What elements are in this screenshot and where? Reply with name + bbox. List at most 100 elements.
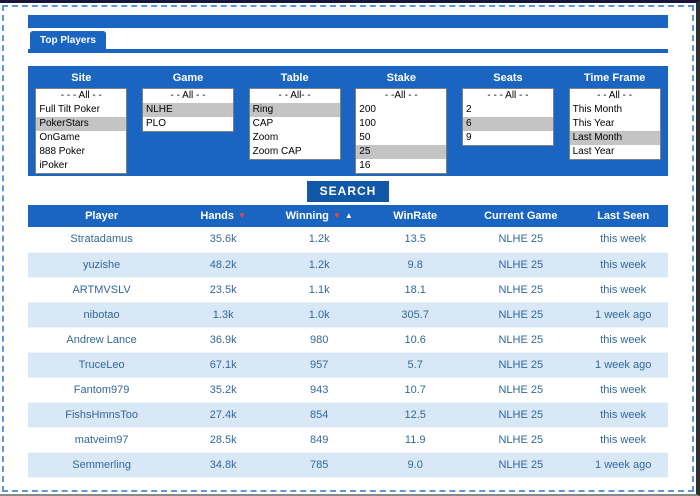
- table-row[interactable]: Andrew Lance 36.9k 980 10.6 NLHE 25 this week: [28, 327, 668, 353]
- player-name: Andrew Lance: [28, 327, 176, 353]
- listbox-option[interactable]: This Year: [572, 118, 615, 129]
- player-name: ARTMVSLV: [28, 277, 176, 303]
- filter-game: Game - - All - - NLHE PLO: [140, 72, 236, 132]
- filters-panel: Site - - - All - - Full Tilt Poker PokerSta…: [28, 66, 668, 176]
- column-label: WinRate: [393, 210, 438, 222]
- winrate-value: 9.8: [367, 252, 464, 278]
- listbox-option[interactable]: CAP: [252, 118, 274, 129]
- listbox-option[interactable]: 2: [465, 104, 472, 115]
- filter-table: Table - - All- - Ring CAP Zoom Zoom CAP: [247, 72, 343, 160]
- tab-top-players[interactable]: Top Players: [30, 31, 106, 49]
- table-row[interactable]: matveim97 28.5k 849 11.9 NLHE 25 this week: [28, 427, 668, 453]
- table-row[interactable]: Fantom979 35.2k 943 10.7 NLHE 25 this week: [28, 377, 668, 403]
- listbox-option[interactable]: - - - All - -: [60, 90, 102, 101]
- winning-value: 1.1k: [271, 277, 368, 303]
- column-header-hands[interactable]: Hands ▼: [175, 205, 272, 227]
- listbox-option[interactable]: Ring: [249, 103, 340, 117]
- table-row[interactable]: yuzishe 48.2k 1.2k 9.8 NLHE 25 this week: [28, 252, 668, 278]
- column-header-winrate[interactable]: WinRate: [367, 205, 464, 227]
- listbox-option[interactable]: - - All - -: [597, 90, 633, 101]
- listbox-option[interactable]: - - All - -: [170, 90, 206, 101]
- player-name: matveim97: [28, 427, 176, 453]
- listbox-option[interactable]: This Month: [572, 104, 623, 115]
- table-row[interactable]: nibotao 1.3k 1.0k 305.7 NLHE 25 1 week ago: [28, 302, 668, 328]
- last-seen-value: this week: [578, 252, 668, 278]
- column-label: Current Game: [484, 210, 558, 222]
- sort-descending-icon[interactable]: ▼: [238, 211, 246, 220]
- filter-label-game: Game: [172, 72, 204, 84]
- table-row[interactable]: Semmerling 34.8k 785 9.0 NLHE 25 1 week ago: [28, 452, 668, 478]
- results-table-header: Player Hands ▼ Winning ▼ ▲ WinRate Current Game…: [28, 205, 668, 227]
- hands-value: 35.2k: [175, 377, 272, 403]
- listbox-option[interactable]: 25: [356, 145, 447, 159]
- hands-value: 23.5k: [175, 277, 272, 303]
- listbox-option[interactable]: 888 Poker: [39, 146, 85, 157]
- hands-value: 36.9k: [175, 327, 272, 353]
- listbox-option[interactable]: - - - All - -: [487, 90, 529, 101]
- current-game-value: NLHE 25: [463, 302, 579, 328]
- tab-label: Top Players: [40, 35, 96, 46]
- sort-descending-icon[interactable]: ▼: [332, 211, 341, 220]
- last-seen-value: this week: [578, 427, 668, 453]
- filter-listbox-table[interactable]: - - All- - Ring CAP Zoom Zoom CAP: [248, 88, 341, 160]
- table-row[interactable]: Stratadamus 35.6k 1.2k 13.5 NLHE 25 this week: [28, 227, 668, 253]
- column-label: Hands: [200, 210, 235, 222]
- listbox-option[interactable]: - -All - -: [384, 90, 418, 101]
- current-game-value: NLHE 25: [463, 327, 579, 353]
- column-header-current-game[interactable]: Current Game: [463, 205, 579, 227]
- filter-listbox-site[interactable]: - - - All - - Full Tilt Poker PokerStars On…: [35, 88, 128, 174]
- current-game-value: NLHE 25: [463, 427, 579, 453]
- table-row[interactable]: ARTMVSLV 23.5k 1.1k 18.1 NLHE 25 this week: [28, 277, 668, 303]
- last-seen-value: this week: [578, 277, 668, 303]
- winning-value: 1.2k: [271, 252, 368, 278]
- listbox-option[interactable]: 100: [359, 118, 376, 129]
- listbox-option[interactable]: 50: [359, 132, 371, 143]
- listbox-option[interactable]: 6: [462, 117, 553, 131]
- listbox-option[interactable]: iPoker: [39, 160, 68, 171]
- filter-listbox-time_frame[interactable]: - - All - - This Month This Year Last Month…: [568, 88, 661, 160]
- sort-ascending-icon[interactable]: ▲: [344, 211, 353, 220]
- current-game-value: NLHE 25: [463, 377, 579, 403]
- table-row[interactable]: TruceLeo 67.1k 957 5.7 NLHE 25 1 week ago: [28, 352, 668, 378]
- listbox-option[interactable]: Zoom: [252, 132, 279, 143]
- winrate-value: 13.5: [367, 227, 464, 253]
- listbox-option[interactable]: - - All- -: [278, 90, 311, 101]
- search-button[interactable]: SEARCH: [306, 181, 390, 202]
- listbox-option[interactable]: 16: [359, 160, 371, 171]
- listbox-option[interactable]: Zoom CAP: [252, 146, 302, 157]
- filter-listbox-game[interactable]: - - All - - NLHE PLO: [141, 88, 234, 132]
- search-row: SEARCH: [28, 181, 668, 202]
- current-game-value: NLHE 25: [463, 402, 579, 428]
- hands-value: 1.3k: [175, 302, 272, 328]
- column-header-player[interactable]: Player: [28, 205, 176, 227]
- column-header-winning[interactable]: Winning ▼ ▲: [271, 205, 368, 227]
- current-game-value: NLHE 25: [463, 452, 579, 478]
- filter-site: Site - - - All - - Full Tilt Poker PokerSta…: [33, 72, 129, 174]
- column-header-last-seen[interactable]: Last Seen: [578, 205, 668, 227]
- listbox-option[interactable]: PLO: [145, 118, 166, 129]
- player-name: Fantom979: [28, 377, 176, 403]
- listbox-option[interactable]: 200: [359, 104, 376, 115]
- listbox-option[interactable]: Last Month: [569, 131, 660, 145]
- last-seen-value: 1 week ago: [578, 352, 668, 378]
- last-seen-value: this week: [578, 227, 668, 253]
- winrate-value: 10.7: [367, 377, 464, 403]
- column-label: Last Seen: [597, 210, 650, 222]
- listbox-option[interactable]: NLHE: [142, 103, 233, 117]
- hands-value: 28.5k: [175, 427, 272, 453]
- tab-strip: Top Players: [28, 28, 668, 49]
- listbox-option[interactable]: Full Tilt Poker: [39, 104, 100, 115]
- filter-listbox-stake[interactable]: - -All - - 200 100 50 25 16: [355, 88, 448, 174]
- table-row[interactable]: FishsHmnsToo 27.4k 854 12.5 NLHE 25 this week: [28, 402, 668, 428]
- winning-value: 943: [271, 377, 368, 403]
- results-table: Player Hands ▼ Winning ▼ ▲ WinRate Current Game…: [28, 205, 668, 478]
- winrate-value: 11.9: [367, 427, 464, 453]
- listbox-option[interactable]: PokerStars: [36, 117, 127, 131]
- column-label: Winning: [285, 210, 329, 222]
- listbox-option[interactable]: OnGame: [39, 132, 80, 143]
- listbox-option[interactable]: Last Year: [572, 146, 615, 157]
- listbox-option[interactable]: 9: [465, 132, 472, 143]
- filter-label-table: Table: [280, 72, 309, 84]
